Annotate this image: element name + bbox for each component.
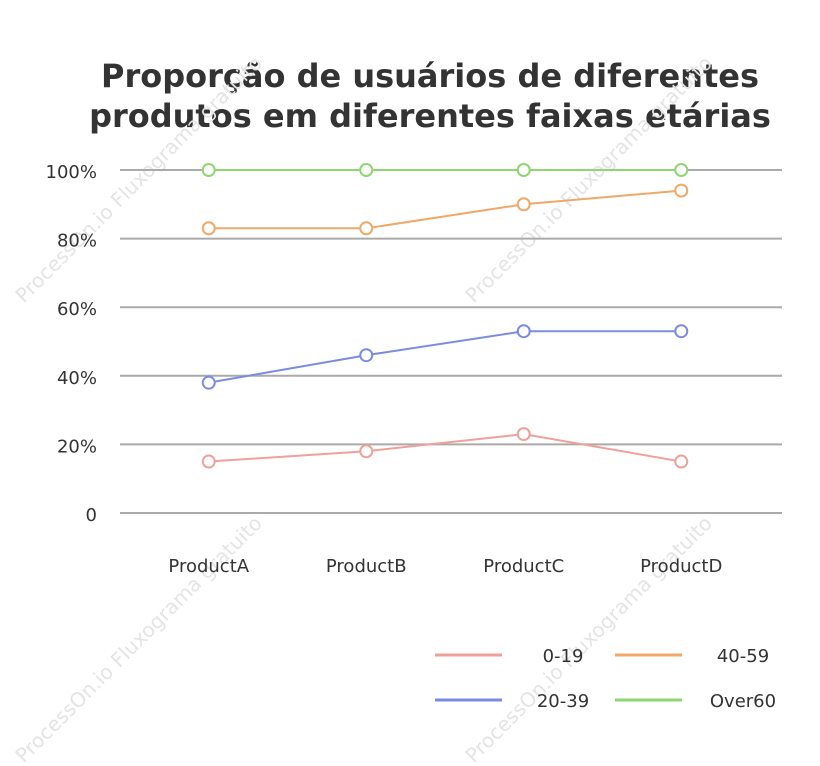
legend-label: 40-59 <box>717 646 769 667</box>
y-tick-label: 20% <box>57 436 97 457</box>
data-point <box>359 348 374 363</box>
watermark: ProcessOn.io Fluxograma gratuito <box>460 511 716 766</box>
x-tick-label: ProductC <box>483 556 564 577</box>
watermark: ProcessOn.io Fluxograma gratuito <box>10 511 266 766</box>
data-point <box>516 324 531 339</box>
legend-label: 20-39 <box>537 691 589 712</box>
y-tick-label: 60% <box>57 299 97 320</box>
y-tick-label: 80% <box>57 231 97 252</box>
x-tick-label: ProductD <box>640 556 722 577</box>
series-line <box>208 330 682 384</box>
data-point <box>674 163 689 177</box>
x-tick-label: ProductA <box>168 556 249 577</box>
watermark: ProcessOn.io Fluxograma gratuito <box>460 51 716 307</box>
series-line <box>208 433 682 463</box>
x-tick-label: ProductB <box>326 556 407 577</box>
chart-title: Proporção de usuários de diferentes prod… <box>89 57 771 135</box>
legend-label: 0-19 <box>543 646 584 667</box>
data-point <box>201 221 216 236</box>
data-point <box>201 375 216 390</box>
series-line <box>208 189 682 230</box>
data-point <box>359 221 374 236</box>
data-point <box>359 163 374 177</box>
legend-label: Over60 <box>710 691 776 712</box>
data-point <box>516 197 531 212</box>
data-point <box>201 163 216 177</box>
data-point <box>674 454 689 469</box>
data-point <box>359 444 374 459</box>
data-point <box>674 324 689 339</box>
data-point <box>674 183 689 198</box>
y-tick-label: 40% <box>57 368 97 389</box>
data-point <box>516 427 531 442</box>
data-point <box>201 454 216 469</box>
y-tick-label: 0 <box>86 505 97 526</box>
y-tick-label: 100% <box>46 162 97 183</box>
data-point <box>516 163 531 177</box>
